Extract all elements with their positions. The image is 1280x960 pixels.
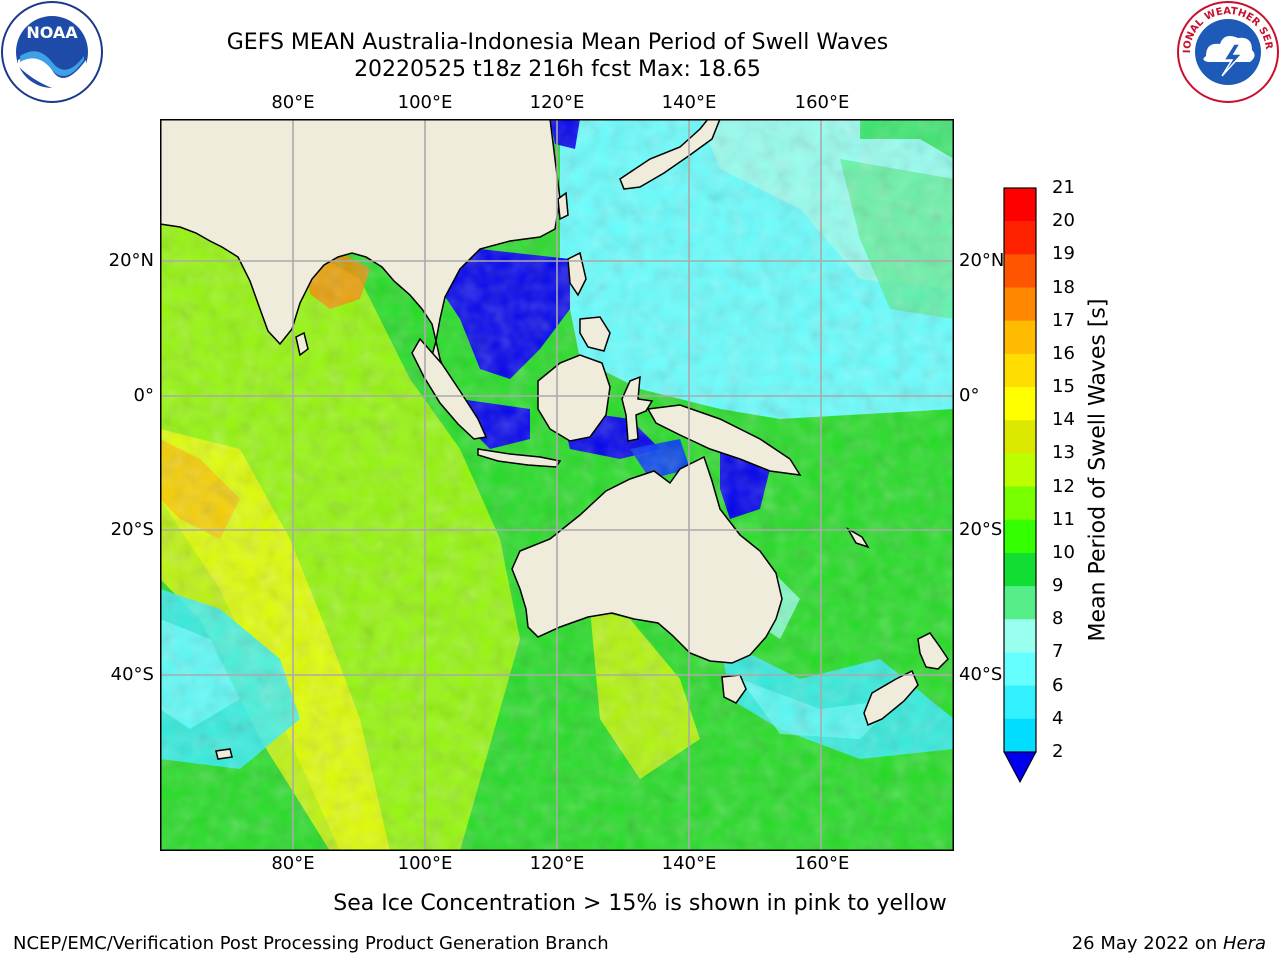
footer-date: 26 May 2022 on Hera xyxy=(1072,933,1266,954)
sri-lanka xyxy=(295,331,309,357)
colorbar-tick-label: 2 xyxy=(1052,741,1064,762)
colorbar-swatch xyxy=(1004,221,1036,255)
colorbar-swatch xyxy=(1004,387,1036,421)
sea-ice-note: Sea Ice Concentration > 15% is shown in … xyxy=(333,891,947,916)
lon-tick-top-140e: 140°E xyxy=(661,92,717,113)
lon-tick-bottom-140e: 140°E xyxy=(661,853,717,874)
japan xyxy=(619,119,721,190)
colorbar-swatch xyxy=(1004,586,1036,620)
colorbar-frame xyxy=(1003,187,1037,753)
colorbar-tick-label: 6 xyxy=(1052,674,1064,696)
footer-host: Hera xyxy=(1222,933,1266,954)
colorbar-swatch xyxy=(1004,254,1036,289)
colorbar-swatch xyxy=(1004,320,1036,355)
sulawesi xyxy=(621,375,654,442)
asia-mainland xyxy=(160,119,561,346)
chart-subtitle-forecast: 20220525 t18z 216h fcst Max: 18.65 xyxy=(354,57,761,82)
colorbar-swatch xyxy=(1004,619,1036,653)
colorbar-swatch xyxy=(1004,353,1036,388)
noaa-logo: NOAA xyxy=(1,1,103,103)
sumatra xyxy=(411,337,488,440)
lat-tick-right-0: 0° xyxy=(959,385,980,406)
lat-tick-right-20s: 20°S xyxy=(959,519,1003,540)
colorbar-swatch xyxy=(1004,453,1036,488)
colorbar-tick-label: 16 xyxy=(1052,342,1075,364)
luzon xyxy=(567,251,587,297)
colorbar-swatch xyxy=(1004,718,1036,753)
colorbar-tick-label: 8 xyxy=(1052,608,1064,630)
lon-tick-bottom-80e: 80°E xyxy=(271,853,315,874)
colorbar-swatches xyxy=(1004,188,1036,753)
colorbar-swatch xyxy=(1004,287,1036,322)
colorbar-tick-label: 7 xyxy=(1052,641,1064,663)
map-grid xyxy=(160,119,954,851)
nz-south-island xyxy=(863,669,919,727)
lon-tick-bottom-100e: 100°E xyxy=(397,853,453,874)
colorbar-under-triangle xyxy=(1003,751,1037,784)
footer-credit: NCEP/EMC/Verification Post Processing Pr… xyxy=(13,933,609,954)
lat-tick-right-20n: 20°N xyxy=(959,250,1005,271)
colorbar-tick-label: 15 xyxy=(1052,376,1075,398)
colorbar-tick-label: 9 xyxy=(1052,575,1064,597)
lon-tick-bottom-120e: 120°E xyxy=(529,853,585,874)
colorbar-tick-label: 13 xyxy=(1052,442,1075,464)
noaa-logo-text: NOAA xyxy=(26,23,78,42)
colorbar-tick-label: 18 xyxy=(1052,276,1075,298)
colorbar-swatch xyxy=(1004,652,1036,687)
new-guinea xyxy=(646,404,802,476)
footer-date-text: 26 May 2022 on xyxy=(1071,933,1223,954)
land-masses xyxy=(160,119,949,760)
lat-tick-left-40s: 40°S xyxy=(110,664,154,685)
kerguelen-island xyxy=(215,748,233,760)
lat-tick-left-0: 0° xyxy=(133,385,154,406)
colorbar-tick-label: 12 xyxy=(1052,475,1075,497)
colorbar-tick-label: 10 xyxy=(1052,541,1075,563)
colorbar-tick-label: 19 xyxy=(1052,243,1075,265)
lat-tick-right-40s: 40°S xyxy=(959,664,1003,685)
colorbar-swatch xyxy=(1004,519,1036,554)
colorbar-tick-label: 20 xyxy=(1052,210,1075,232)
borneo xyxy=(537,354,611,442)
nws-logo: NATIONAL WEATHER SERVICE xyxy=(1176,0,1279,103)
lon-tick-bottom-160e: 160°E xyxy=(794,853,850,874)
map-panel xyxy=(160,119,954,851)
java xyxy=(477,448,562,468)
chart-title: GEFS MEAN Australia-Indonesia Mean Perio… xyxy=(226,30,889,55)
taiwan xyxy=(557,191,569,221)
new-caledonia xyxy=(845,526,870,549)
lon-tick-top-160e: 160°E xyxy=(794,92,850,113)
colorbar-tick-label: 4 xyxy=(1052,707,1064,729)
lon-tick-top-120e: 120°E xyxy=(529,92,585,113)
lat-tick-left-20n: 20°N xyxy=(108,250,154,271)
colorbar-tick-label: 21 xyxy=(1052,177,1075,198)
lon-tick-top-80e: 80°E xyxy=(271,92,315,113)
colorbar-title: Mean Period of Swell Waves [s] xyxy=(1085,298,1111,642)
colorbar-swatch xyxy=(1004,420,1036,454)
australia xyxy=(511,455,783,664)
colorbar-swatch xyxy=(1004,552,1036,587)
map-frame xyxy=(160,119,954,851)
lon-tick-top-100e: 100°E xyxy=(397,92,453,113)
colorbar-tick-label: 11 xyxy=(1052,508,1075,530)
nz-north-island xyxy=(917,632,949,670)
colorbar-swatch xyxy=(1004,685,1036,720)
colorbar-tick-label: 14 xyxy=(1052,409,1075,431)
colorbar-swatch xyxy=(1004,486,1036,521)
colorbar-swatch xyxy=(1004,188,1036,222)
mindanao xyxy=(579,316,611,352)
lat-tick-left-20s: 20°S xyxy=(110,519,154,540)
colorbar-tick-label: 17 xyxy=(1052,309,1075,331)
colorbar xyxy=(1003,187,1037,784)
